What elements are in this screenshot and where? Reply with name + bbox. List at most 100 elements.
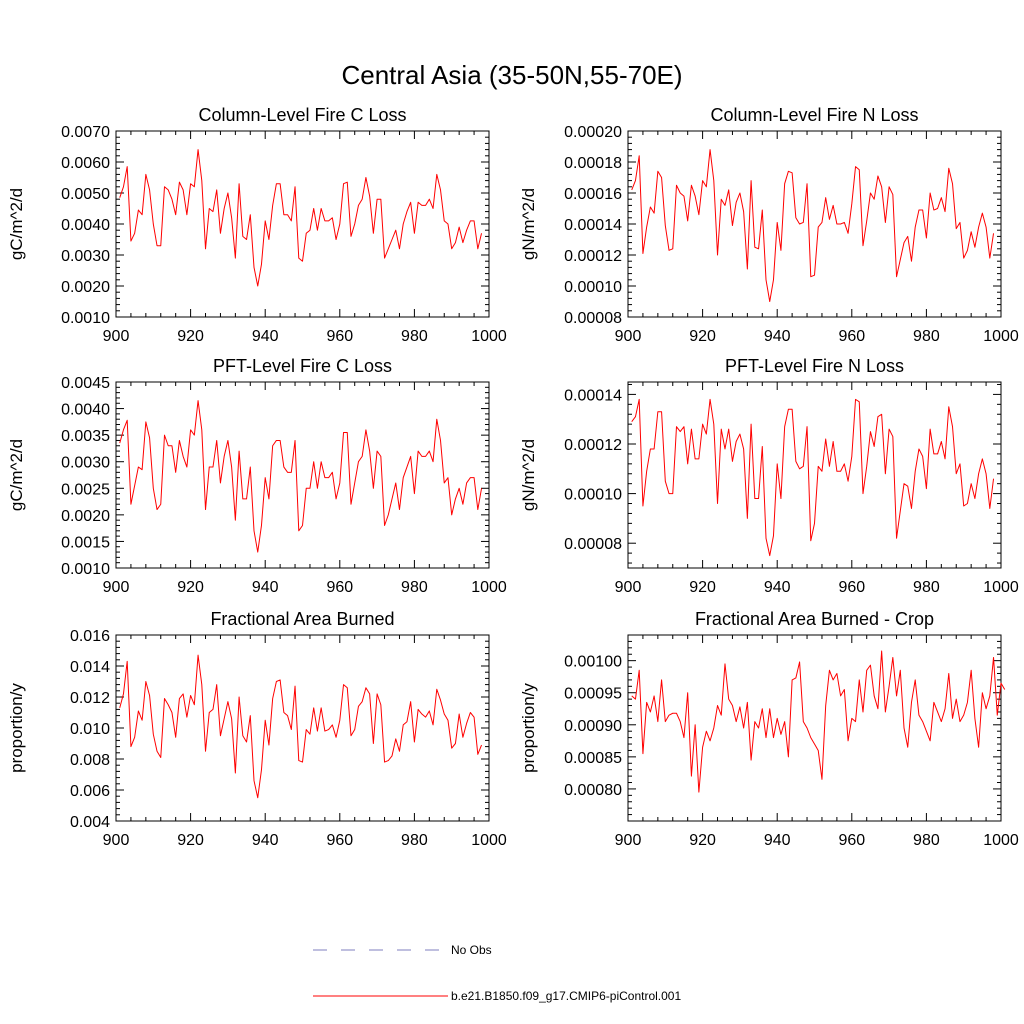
x-tick-label: 980: [913, 328, 940, 345]
x-tick-label: 960: [326, 328, 353, 345]
panel-column-fire-n-loss: 900 920 940 960 980 1000 0.00008 0.00010 0.00012…: [519, 105, 1019, 345]
y-tick-label: 0.00010: [564, 487, 622, 504]
y-tick-label: 0.0070: [61, 124, 110, 141]
y-tick-label: 0.0035: [61, 428, 110, 445]
y-tick-label: 0.00016: [564, 186, 622, 203]
panel-pft-fire-c-loss: 900 920 940 960 980 1000 0.0010 0.0015 0.0020 0.0…: [7, 356, 507, 596]
plot-frame: [627, 130, 1002, 318]
legend-label-model-run: b.e21.B1850.f09_g17.CMIP6-piControl.001: [451, 989, 681, 1003]
legend-item-model-run: b.e21.B1850.f09_g17.CMIP6-piControl.001: [313, 989, 681, 1003]
y-tick-label: 0.012: [70, 690, 110, 707]
x-tick-label: 940: [252, 328, 279, 345]
y-axis-label: gN/m^2/d: [519, 188, 538, 260]
x-tick-label: 940: [252, 579, 279, 596]
legend-item-no-obs: No Obs: [313, 943, 492, 957]
y-axis-label: proportion/y: [519, 683, 538, 773]
y-tick-label: 0.0060: [61, 155, 110, 172]
y-tick-label: 0.00080: [564, 782, 622, 799]
y-tick-label: 0.0040: [61, 217, 110, 234]
y-tick-label: 0.00090: [564, 718, 622, 735]
y-tick-label: 0.0030: [61, 455, 110, 472]
plot-frame: [115, 130, 490, 318]
y-tick-label: 0.006: [70, 783, 110, 800]
panel-pft-fire-n-loss: 900 920 940 960 980 1000 0.00008 0.00010 0.00012…: [519, 356, 1019, 596]
x-tick-label: 960: [326, 832, 353, 849]
x-tick-label: 960: [326, 579, 353, 596]
x-tick-label: 1000: [471, 579, 507, 596]
y-tick-label: 0.00018: [564, 155, 622, 172]
x-tick-label: 900: [615, 328, 642, 345]
panel-title: Fractional Area Burned - Crop: [695, 609, 934, 629]
y-axis-label: gN/m^2/d: [519, 439, 538, 511]
y-tick-label: 0.0040: [61, 402, 110, 419]
x-tick-label: 1000: [983, 832, 1019, 849]
y-tick-label: 0.00008: [564, 536, 622, 553]
plot-frame: [627, 634, 1002, 822]
panel-fractional-area-burned: 900 920 940 960 980 1000 0.004 0.006 0.008 0.010 0…: [7, 609, 507, 849]
y-tick-label: 0.00020: [564, 124, 622, 141]
y-tick-label: 0.004: [70, 814, 110, 831]
y-tick-label: 0.00012: [564, 248, 622, 265]
x-tick-label: 920: [689, 328, 716, 345]
y-tick-label: 0.00014: [564, 217, 622, 234]
panel-title: PFT-Level Fire N Loss: [725, 356, 904, 376]
y-tick-label: 0.00008: [564, 310, 622, 327]
panel-title: Fractional Area Burned: [210, 609, 394, 629]
x-tick-label: 920: [689, 832, 716, 849]
x-tick-label: 940: [764, 832, 791, 849]
x-tick-label: 900: [615, 579, 642, 596]
panel-fractional-area-burned-crop: 900 920 940 960 980 1000 0.00080 0.00085 0.00090…: [519, 609, 1019, 849]
y-tick-label: 0.0010: [61, 310, 110, 327]
y-tick-label: 0.00014: [564, 387, 622, 404]
x-tick-label: 960: [838, 579, 865, 596]
x-tick-label: 940: [764, 579, 791, 596]
x-tick-label: 1000: [471, 328, 507, 345]
y-tick-label: 0.00095: [564, 686, 622, 703]
y-tick-label: 0.008: [70, 752, 110, 769]
x-tick-label: 900: [103, 579, 130, 596]
series-line: [119, 654, 483, 799]
panel-column-fire-c-loss: 900 920 940 960 980 1000 0.0010 0.0020 0.0030 0.0…: [7, 105, 507, 345]
y-tick-label: 0.00010: [564, 279, 622, 296]
x-tick-label: 940: [252, 832, 279, 849]
y-axis-label: gC/m^2/d: [7, 188, 26, 260]
figure-title: Central Asia (35-50N,55-70E): [341, 60, 682, 90]
legend: No Obs b.e21.B1850.f09_g17.CMIP6-piContr…: [313, 943, 681, 1003]
panel-title: PFT-Level Fire C Loss: [213, 356, 392, 376]
panel-title: Column-Level Fire N Loss: [710, 105, 918, 125]
plot-frame: [115, 634, 490, 822]
y-tick-label: 0.00100: [564, 654, 622, 671]
series-line: [631, 149, 995, 302]
y-axis-label: gC/m^2/d: [7, 439, 26, 511]
x-tick-label: 980: [401, 832, 428, 849]
series-line: [631, 650, 1006, 793]
y-tick-label: 0.016: [70, 628, 110, 645]
plot-frame: [627, 381, 1002, 569]
x-tick-label: 1000: [983, 328, 1019, 345]
x-tick-label: 980: [913, 579, 940, 596]
x-tick-label: 980: [401, 328, 428, 345]
x-tick-label: 980: [913, 832, 940, 849]
series-line: [631, 398, 995, 557]
y-tick-label: 0.0050: [61, 186, 110, 203]
x-tick-label: 980: [401, 579, 428, 596]
y-tick-label: 0.00012: [564, 437, 622, 454]
y-tick-label: 0.014: [70, 659, 110, 676]
x-tick-label: 920: [689, 579, 716, 596]
y-tick-label: 0.010: [70, 721, 110, 738]
x-tick-label: 960: [838, 832, 865, 849]
y-tick-label: 0.0020: [61, 279, 110, 296]
x-tick-label: 900: [103, 832, 130, 849]
x-tick-label: 920: [177, 579, 204, 596]
x-tick-label: 920: [177, 328, 204, 345]
series-line: [119, 400, 483, 553]
y-tick-label: 0.0030: [61, 248, 110, 265]
y-tick-label: 0.0045: [61, 375, 110, 392]
legend-label-no-obs: No Obs: [451, 943, 492, 957]
x-tick-label: 960: [838, 328, 865, 345]
y-tick-label: 0.0020: [61, 508, 110, 525]
y-tick-label: 0.0025: [61, 481, 110, 498]
series-line: [119, 149, 483, 287]
x-tick-label: 940: [764, 328, 791, 345]
